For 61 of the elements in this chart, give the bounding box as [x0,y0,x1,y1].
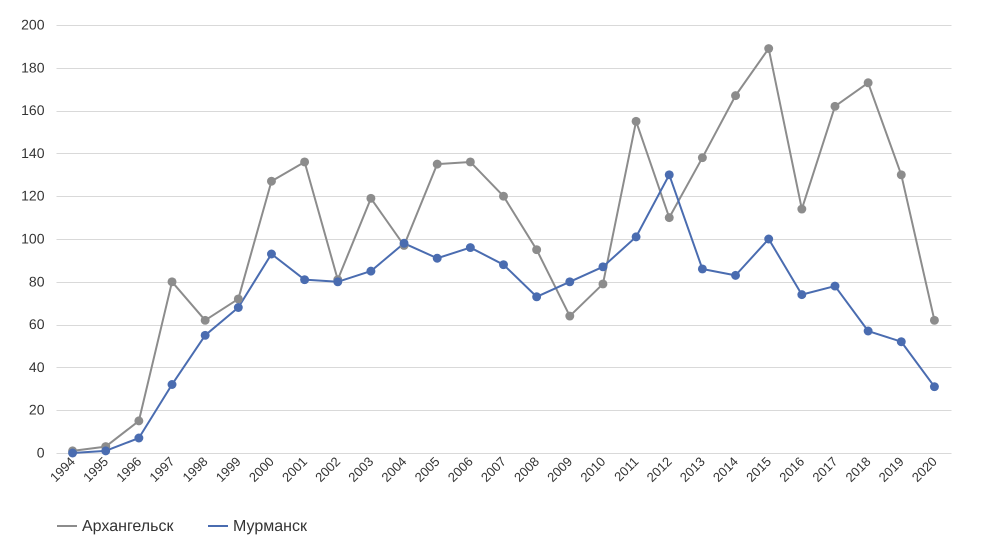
y-tick-label: 120 [21,188,45,204]
point [466,157,475,166]
point [764,44,774,54]
y-tick-label: 0 [36,444,45,460]
point [565,312,574,321]
point [731,91,740,100]
point [266,250,276,258]
point [896,170,906,180]
point [632,232,641,242]
y-tick-label: 20 [28,402,45,418]
point [168,380,176,389]
point [200,316,210,325]
y-tick-label: 200 [21,16,45,32]
point [466,243,475,252]
point [731,270,740,280]
y-tick-label: 180 [21,59,45,76]
point [664,170,674,180]
point [366,194,376,203]
y-tick-label: 100 [21,230,45,246]
point [864,78,873,88]
point [168,277,176,286]
y-tick-label: 140 [21,144,45,161]
point [499,192,508,201]
point [565,277,574,286]
point [432,254,442,263]
point [797,204,806,214]
point [764,234,774,244]
point [632,116,641,126]
point [68,448,78,458]
legend-label: Мурманск [233,518,308,535]
point [300,157,310,166]
point [664,213,674,222]
point [598,279,608,288]
y-tick-label: 40 [28,358,45,375]
point [300,275,310,284]
point [532,292,542,302]
point [830,102,840,111]
point [101,446,110,456]
point [234,303,243,312]
point [930,316,939,325]
point [930,382,939,392]
point [698,264,707,274]
point [532,245,542,254]
point [896,337,906,346]
point [134,434,144,442]
point [266,176,276,186]
point [499,260,508,270]
point [830,282,840,291]
legend-label: Архангельск [82,518,174,535]
y-tick-label: 160 [21,102,45,118]
point [598,262,608,272]
point [698,153,707,162]
point [864,326,873,336]
point [234,294,243,304]
point [134,416,144,426]
y-tick-label: 60 [28,316,45,332]
point [432,160,442,169]
point [797,290,806,300]
y-tick-label: 80 [28,273,45,290]
point [200,330,210,340]
point [366,266,376,276]
